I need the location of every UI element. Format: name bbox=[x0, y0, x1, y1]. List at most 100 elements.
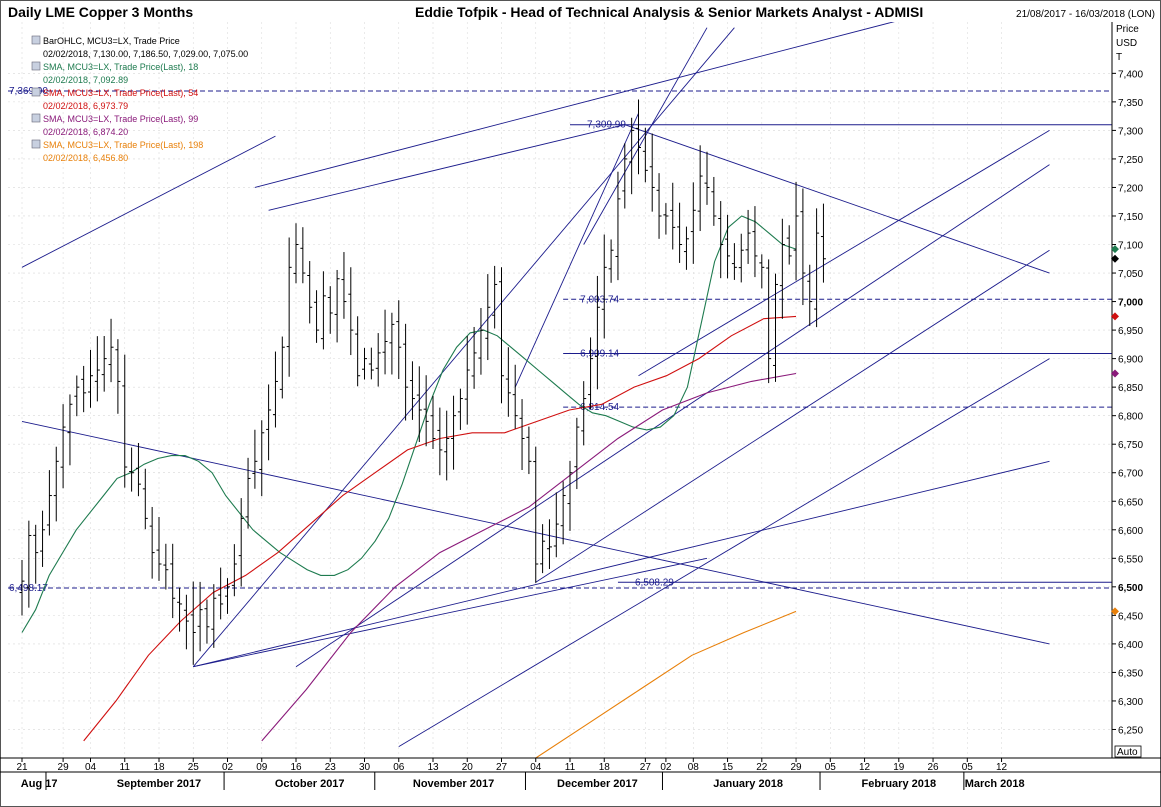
month-label: November 2017 bbox=[413, 778, 494, 790]
legend-icon bbox=[31, 61, 41, 71]
trendline bbox=[295, 164, 1050, 668]
trendline bbox=[193, 557, 708, 668]
x-tick-label: 04 bbox=[530, 762, 542, 773]
y-tick-label: 7,100 bbox=[1118, 241, 1143, 252]
y-tick-label: 6,350 bbox=[1118, 668, 1143, 679]
y-tick-label: 6,600 bbox=[1118, 526, 1143, 537]
y-tick-label: 7,000 bbox=[1118, 298, 1143, 309]
y-tick-label: 6,500 bbox=[1118, 583, 1143, 594]
y-tick-label: 6,750 bbox=[1118, 440, 1143, 451]
trendlines bbox=[21, 22, 1050, 747]
x-tick-label: 13 bbox=[427, 762, 439, 773]
y-tick-label: 7,300 bbox=[1118, 126, 1143, 137]
x-tick-label: 12 bbox=[996, 762, 1008, 773]
y-tick-label: 6,300 bbox=[1118, 697, 1143, 708]
trendline bbox=[193, 460, 1050, 668]
price-level-label: 7,003.74 bbox=[580, 294, 619, 305]
sma-line bbox=[21, 215, 797, 633]
x-tick-label: 05 bbox=[962, 762, 974, 773]
price-axis-unit: USD bbox=[1116, 38, 1137, 49]
price-level-label: 7,309.99 bbox=[587, 120, 626, 131]
y-tick-label: 6,950 bbox=[1118, 326, 1143, 337]
trendline bbox=[268, 124, 625, 211]
price-level-label: 6,814.54 bbox=[580, 402, 619, 413]
legend: BarOHLC, MCU3=LX, Trade Price 02/02/2018,… bbox=[31, 35, 248, 163]
x-tick-label: 27 bbox=[496, 762, 508, 773]
x-tick-label: 12 bbox=[859, 762, 871, 773]
x-tick-label: 25 bbox=[188, 762, 200, 773]
y-tick-label: 7,350 bbox=[1118, 98, 1143, 109]
x-tick-label: 29 bbox=[58, 762, 70, 773]
ohlc-bars bbox=[19, 99, 826, 665]
trendline bbox=[514, 113, 639, 388]
price-axis: 6,250 6,300 6,350 6,400 6,450 6,500 6,550 6,600… bbox=[1111, 22, 1143, 758]
price-level-label: 6,909.14 bbox=[580, 348, 619, 359]
price-level-label: 7,369.00 bbox=[9, 86, 48, 97]
trendline bbox=[254, 22, 895, 188]
legend-icon bbox=[31, 139, 41, 149]
chart-title: Daily LME Copper 3 Months bbox=[8, 4, 194, 20]
legend-value: 02/02/2018, 6,456.80 bbox=[43, 153, 128, 163]
legend-label: SMA, MCU3=LX, Trade Price(Last), 54 bbox=[43, 88, 198, 98]
x-tick-label: 08 bbox=[688, 762, 700, 773]
y-tick-label: 6,900 bbox=[1118, 355, 1143, 366]
y-tick-label: 6,850 bbox=[1118, 383, 1143, 394]
month-label: January 2018 bbox=[713, 778, 783, 790]
trendline bbox=[624, 124, 1050, 274]
end-marker bbox=[1111, 369, 1119, 378]
x-tick-label: 09 bbox=[256, 762, 268, 773]
month-label: December 2017 bbox=[557, 778, 638, 790]
y-tick-label: 6,800 bbox=[1118, 412, 1143, 423]
x-tick-label: 23 bbox=[325, 762, 337, 773]
sma-line bbox=[261, 372, 797, 742]
x-tick-label: 27 bbox=[640, 762, 652, 773]
legend-icon bbox=[31, 35, 41, 45]
trendline bbox=[638, 130, 1050, 377]
x-tick-label: 11 bbox=[120, 762, 131, 773]
chart-subtitle: Eddie Tofpik - Head of Technical Analysi… bbox=[415, 4, 924, 20]
price-axis-unit: T bbox=[1116, 52, 1122, 63]
y-tick-label: 6,250 bbox=[1118, 725, 1143, 736]
legend-label: SMA, MCU3=LX, Trade Price(Last), 198 bbox=[43, 140, 203, 150]
auto-scale-button bbox=[1114, 745, 1142, 758]
x-tick-label: 22 bbox=[756, 762, 768, 773]
sma-line bbox=[535, 610, 797, 758]
y-tick-label: 6,400 bbox=[1118, 640, 1143, 651]
y-tick-label: 7,050 bbox=[1118, 269, 1143, 280]
month-label: September 2017 bbox=[117, 778, 201, 790]
x-tick-label: 30 bbox=[359, 762, 371, 773]
legend-icon bbox=[31, 87, 41, 97]
month-label: October 2017 bbox=[275, 778, 345, 790]
chart-grid bbox=[8, 22, 1112, 758]
price-axis-unit: Price bbox=[1116, 24, 1139, 35]
legend-value: 02/02/2018, 7,092.89 bbox=[43, 75, 128, 85]
date-axis: 21 29 04 11 18 25 02 09 16 23 30 06 13 20 27 04 11 18 27 02… bbox=[0, 757, 1161, 790]
y-tick-label: 7,150 bbox=[1118, 212, 1143, 223]
x-tick-label: 16 bbox=[290, 762, 302, 773]
x-tick-label: 19 bbox=[893, 762, 905, 773]
y-tick-label: 6,550 bbox=[1118, 554, 1143, 565]
legend-icon bbox=[31, 113, 41, 123]
price-levels: 7,369.00 7,309.99 7,003.74 6,909.14 6,814.54… bbox=[8, 86, 1112, 594]
legend-value: 02/02/2018, 7,130.00, 7,186.50, 7,029.00… bbox=[43, 49, 248, 59]
trendline bbox=[535, 249, 1050, 583]
y-tick-label: 6,650 bbox=[1118, 497, 1143, 508]
y-tick-label: 6,450 bbox=[1118, 611, 1143, 622]
x-tick-label: 06 bbox=[393, 762, 405, 773]
y-tick-label: 6,700 bbox=[1118, 469, 1143, 480]
trendline bbox=[398, 358, 1050, 747]
end-marker bbox=[1111, 254, 1119, 263]
x-tick-label: 02 bbox=[222, 762, 234, 773]
date-range: 21/08/2017 - 16/03/2018 (LON) bbox=[1016, 9, 1155, 20]
price-level-label: 6,508.29 bbox=[635, 577, 674, 588]
x-tick-label: 05 bbox=[825, 762, 837, 773]
trendline bbox=[192, 27, 735, 668]
x-tick-label: 18 bbox=[153, 762, 165, 773]
y-tick-label: 7,250 bbox=[1118, 155, 1143, 166]
auto-scale-label: Auto bbox=[1117, 747, 1138, 758]
end-marker bbox=[1111, 312, 1119, 321]
x-tick-label: 29 bbox=[790, 762, 802, 773]
legend-label: SMA, MCU3=LX, Trade Price(Last), 18 bbox=[43, 62, 198, 72]
month-label: Aug 17 bbox=[21, 778, 58, 790]
